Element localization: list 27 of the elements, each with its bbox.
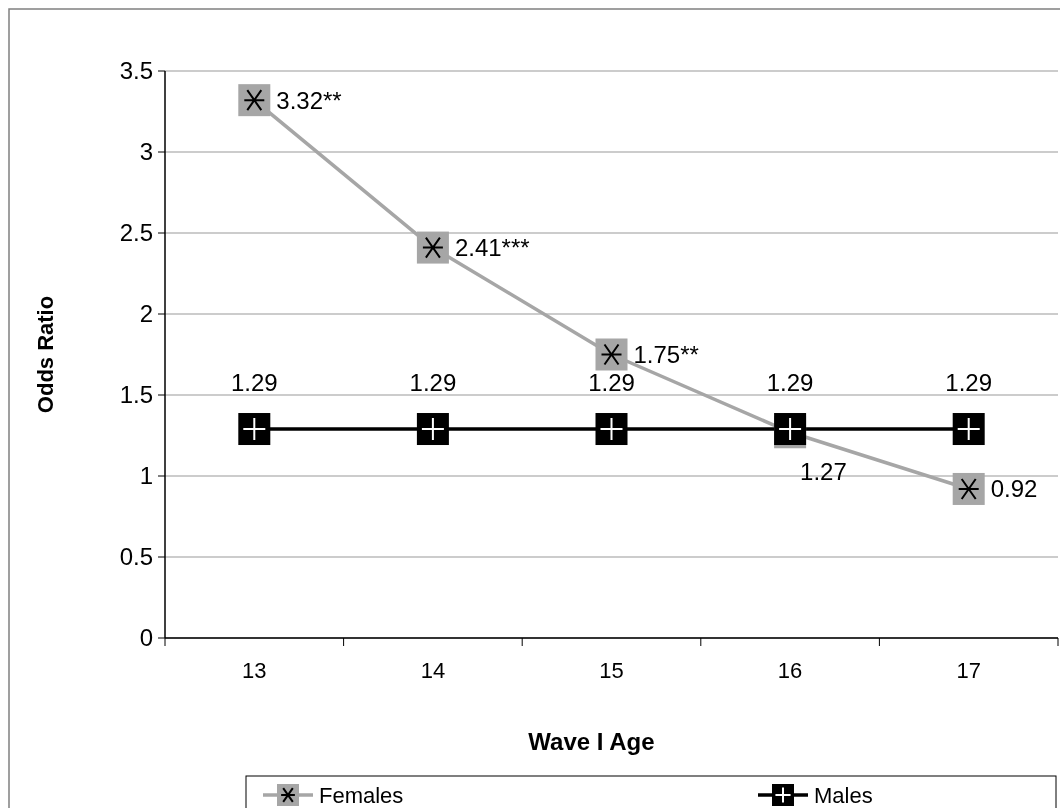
data-label: 2.41***: [454, 233, 530, 261]
y-tick-label: 0: [139, 624, 153, 652]
y-tick-label: 3: [139, 138, 153, 166]
data-label: 1.29: [409, 369, 457, 397]
data-label: 1.29: [766, 369, 814, 397]
data-label: 1.29: [588, 369, 635, 397]
data-label: 1.29: [945, 369, 993, 397]
data-label: 0.92: [990, 475, 1038, 503]
y-tick-label: 2: [139, 300, 153, 328]
x-tick-label: 15: [599, 658, 624, 683]
legend-label: Females: [319, 782, 404, 808]
data-label: 1.75**: [633, 340, 699, 368]
data-label: 1.29: [230, 369, 278, 397]
y-tick-label: 2.5: [119, 219, 153, 247]
data-label: 3.32**: [276, 86, 342, 114]
x-axis-title: Wave I Age: [528, 728, 655, 755]
x-tick-label: 16: [777, 658, 803, 683]
y-axis-title: Odds Ratio: [33, 295, 58, 414]
x-tick-label: 17: [956, 658, 981, 683]
x-tick-label: 14: [420, 658, 446, 683]
y-tick-label: 3.5: [119, 57, 153, 85]
data-label: 1.27: [800, 458, 847, 486]
legend-label: Males: [814, 782, 873, 808]
y-tick-label: 1: [139, 462, 153, 490]
y-tick-label: 0.5: [119, 543, 153, 571]
y-tick-label: 1.5: [119, 381, 153, 409]
x-tick-label: 13: [242, 658, 267, 683]
